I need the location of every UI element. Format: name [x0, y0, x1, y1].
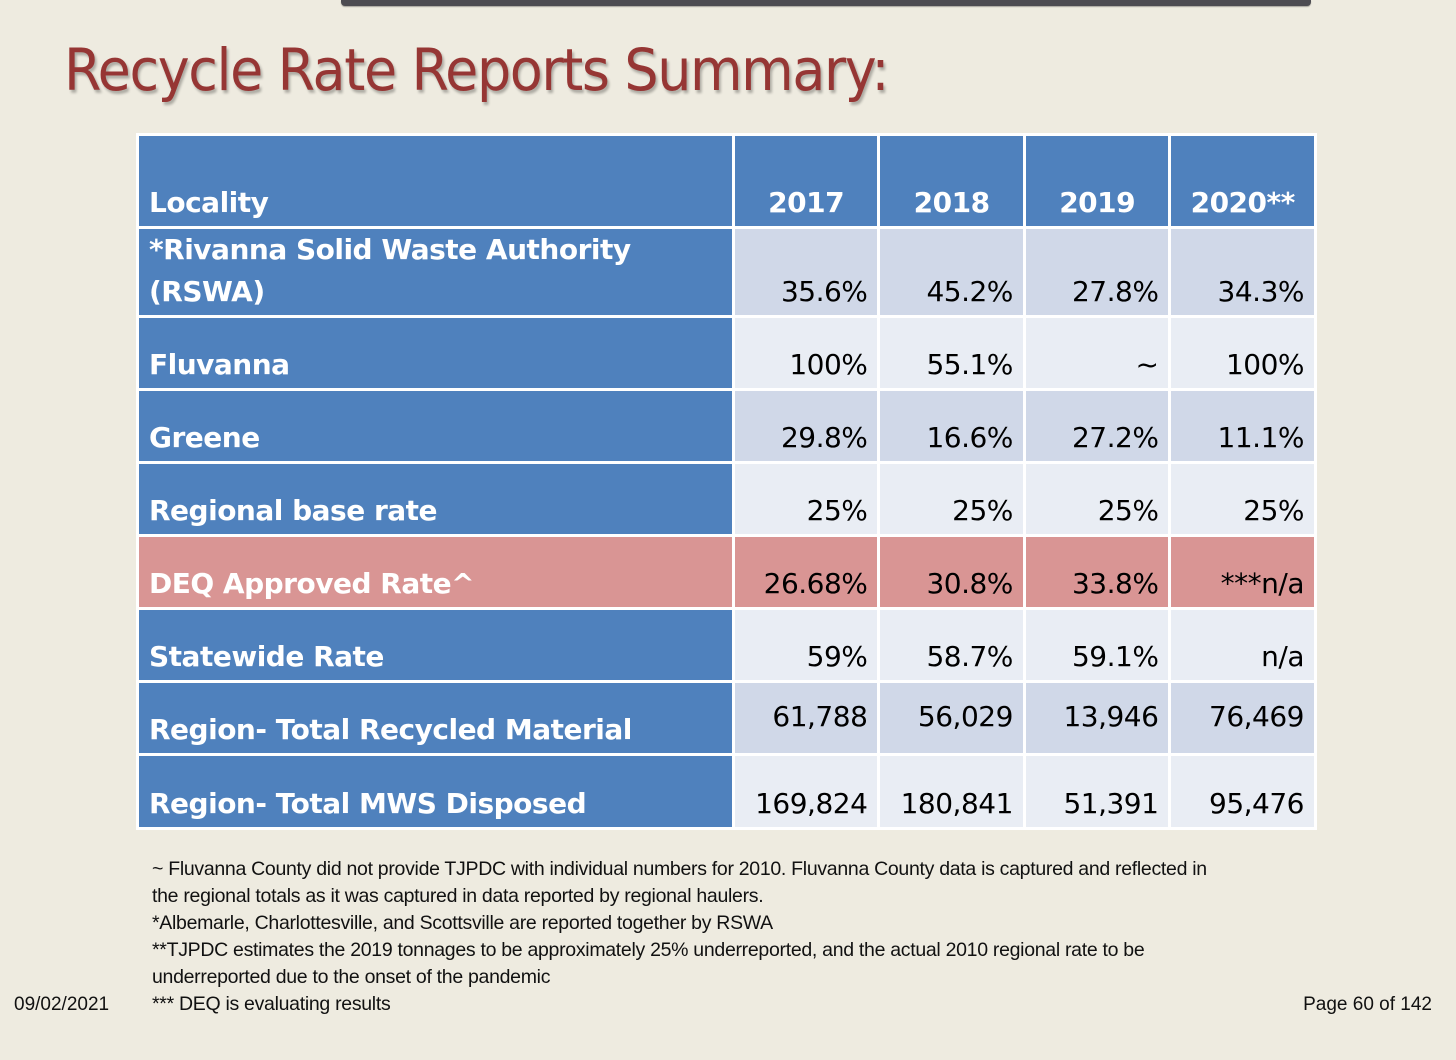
cell-value: 35.6% — [731, 226, 881, 318]
row-label: Regional base rate — [136, 461, 735, 537]
cell-value: 25% — [731, 461, 881, 537]
table-row: Statewide Rate 59% 58.7% 59.1% n/a — [136, 607, 1317, 683]
footnote-line: **TJPDC estimates the 2019 tonnages to b… — [152, 939, 1145, 961]
footnote-line: the regional totals as it was captured i… — [152, 885, 764, 907]
footnote-line: *** DEQ is evaluating results — [152, 993, 391, 1015]
cell-value: 27.8% — [1022, 226, 1172, 318]
page-title: Recycle Rate Reports Summary: — [64, 36, 890, 104]
footnote-line: underreported due to the onset of the pa… — [152, 966, 551, 988]
cell-value: 13,946 — [1022, 680, 1172, 756]
row-label: Greene — [136, 388, 735, 464]
column-header-2020: 2020** — [1168, 133, 1317, 229]
cell-value: 33.8% — [1022, 534, 1172, 610]
cell-value: 25% — [1022, 461, 1172, 537]
table-header-row: Locality 2017 2018 2019 2020** — [136, 133, 1317, 229]
table-row: Region- Total Recycled Material 61,788 5… — [136, 680, 1317, 756]
cell-value: 100% — [731, 315, 881, 391]
cell-value: 55.1% — [877, 315, 1026, 391]
table-row-deq-highlight: DEQ Approved Rate^ 26.68% 30.8% 33.8% **… — [136, 534, 1317, 610]
cell-value: 59% — [731, 607, 881, 683]
column-header-2017: 2017 — [731, 133, 881, 229]
cell-value: ***n/a — [1168, 534, 1317, 610]
cell-value: 34.3% — [1168, 226, 1317, 318]
column-header-2019: 2019 — [1022, 133, 1172, 229]
cell-value: 45.2% — [877, 226, 1026, 318]
row-label: Statewide Rate — [136, 607, 735, 683]
footer-date: 09/02/2021 — [14, 994, 110, 1015]
cell-value: 16.6% — [877, 388, 1026, 464]
cell-value: 180,841 — [877, 753, 1026, 830]
table-row: *Rivanna Solid Waste Authority (RSWA) 35… — [136, 226, 1317, 318]
cell-value: 100% — [1168, 315, 1317, 391]
cell-value: 25% — [877, 461, 1026, 537]
cell-value: 27.2% — [1022, 388, 1172, 464]
table-row: Greene 29.8% 16.6% 27.2% 11.1% — [136, 388, 1317, 464]
cell-value: 61,788 — [731, 680, 881, 756]
table-row: Fluvanna 100% 55.1% ~ 100% — [136, 315, 1317, 391]
cell-value: 51,391 — [1022, 753, 1172, 830]
recycle-rate-table: Locality 2017 2018 2019 2020** *Rivanna … — [136, 133, 1317, 830]
table-row: Region- Total MWS Disposed 169,824 180,8… — [136, 753, 1317, 830]
top-bar — [341, 0, 1311, 6]
row-label: *Rivanna Solid Waste Authority (RSWA) — [136, 226, 735, 318]
row-label: Region- Total MWS Disposed — [136, 753, 735, 830]
table-row: Regional base rate 25% 25% 25% 25% — [136, 461, 1317, 537]
row-label: DEQ Approved Rate^ — [136, 534, 735, 610]
cell-value: n/a — [1168, 607, 1317, 683]
cell-value: 29.8% — [731, 388, 881, 464]
column-header-locality: Locality — [136, 133, 735, 229]
footnote-line: *Albemarle, Charlottesville, and Scottsv… — [152, 912, 773, 934]
cell-value: ~ — [1022, 315, 1172, 391]
cell-value: 169,824 — [731, 753, 881, 830]
cell-value: 58.7% — [877, 607, 1026, 683]
footnotes: ~ Fluvanna County did not provide TJPDC … — [152, 856, 1322, 1018]
cell-value: 59.1% — [1022, 607, 1172, 683]
cell-value: 11.1% — [1168, 388, 1317, 464]
column-header-2018: 2018 — [877, 133, 1026, 229]
cell-value: 76,469 — [1168, 680, 1317, 756]
footnote-line: ~ Fluvanna County did not provide TJPDC … — [152, 858, 1207, 880]
cell-value: 25% — [1168, 461, 1317, 537]
cell-value: 26.68% — [731, 534, 881, 610]
cell-value: 30.8% — [877, 534, 1026, 610]
cell-value: 95,476 — [1168, 753, 1317, 830]
row-label: Region- Total Recycled Material — [136, 680, 735, 756]
cell-value: 56,029 — [877, 680, 1026, 756]
row-label: Fluvanna — [136, 315, 735, 391]
page-number: Page 60 of 142 — [1303, 994, 1432, 1015]
